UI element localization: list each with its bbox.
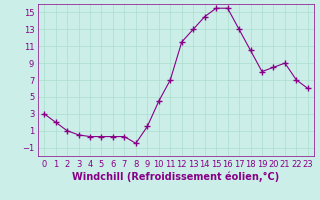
X-axis label: Windchill (Refroidissement éolien,°C): Windchill (Refroidissement éolien,°C) (72, 172, 280, 182)
